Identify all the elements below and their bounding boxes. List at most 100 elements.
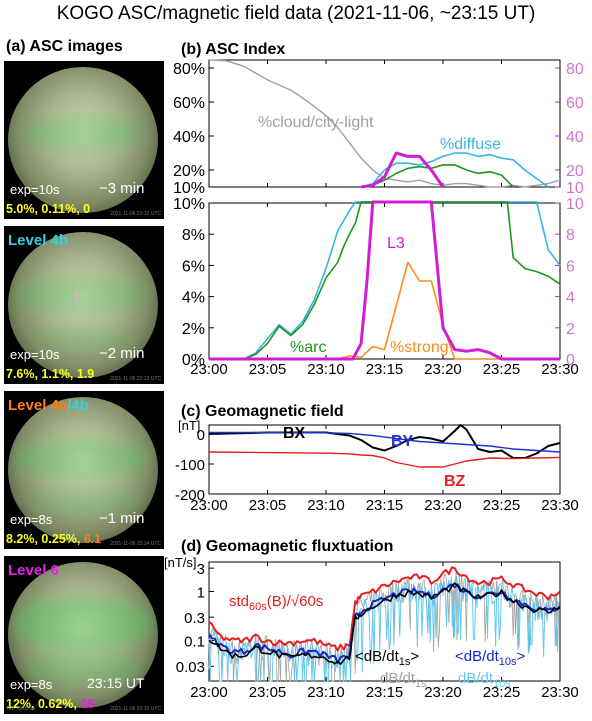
- aurora-glow: [29, 486, 139, 514]
- level-label: L3: [387, 235, 405, 252]
- x-tick-label: 23:25: [483, 361, 521, 378]
- series-diffuse-line: [360, 152, 549, 188]
- bx-label: BX: [283, 425, 306, 442]
- x-tick-label: 23:20: [424, 684, 462, 701]
- asc-values: 8.2%, 0.25%, 6.1: [6, 532, 101, 546]
- y-tick-label-left: 60%: [173, 95, 205, 112]
- aurora-glow: [24, 651, 144, 686]
- asc-exposure: exp=8s: [10, 512, 53, 527]
- y-tick-label-left: 80%: [173, 61, 205, 78]
- asc-value-part: 6.1: [83, 532, 102, 546]
- y-tick-label-right: 60: [566, 95, 584, 112]
- asc-values: 7.6%, 1.1%, 1.9: [6, 367, 94, 381]
- y-tick-label-left: 20%: [173, 163, 205, 180]
- asc-level-label: Level 4a/4b: [8, 397, 89, 414]
- series-dbdt10s-raw-line: [208, 572, 560, 682]
- x-tick-label: 23:20: [424, 361, 462, 378]
- asc-values: 12%, 0.62%, 16: [6, 697, 94, 711]
- y-tick-label-left: 4%: [182, 290, 205, 307]
- asc-level-part: Level 6: [8, 562, 59, 579]
- series-diffuse-line: [209, 201, 561, 360]
- series-bz-line: [208, 451, 561, 468]
- field-unit-label: [nT]: [178, 418, 200, 433]
- y-tick-label: -100: [175, 457, 205, 474]
- asc-level-label: Level 4b: [8, 232, 68, 249]
- series-level-line: [209, 200, 560, 361]
- fluct-unit-label: [nT/s]: [164, 555, 197, 570]
- asc-image: Level 4a/4b exp=8s −1 min 8.2%, 0.25%, 6.1 2…: [4, 391, 164, 549]
- x-tick-label: 23:00: [190, 684, 228, 701]
- y-tick-label-right: 10: [566, 180, 584, 197]
- geomagnetic-fluctuation-title: (d) Geomagnetic fluxtuation: [181, 538, 393, 555]
- asc-timestamp: 2021-11-06 23:15 UTC: [110, 706, 161, 712]
- x-tick-label: 23:00: [190, 497, 228, 514]
- asc-panel-title: (a) ASC images: [6, 38, 123, 55]
- y-tick-label-right: 80: [566, 61, 584, 78]
- y-tick-label-right: 6: [566, 258, 575, 275]
- asc-exposure: exp=10s: [10, 347, 60, 362]
- x-tick-label: 23:30: [541, 684, 579, 701]
- dbdt10s-avg-legend: <dB/dt10s>: [455, 648, 526, 668]
- x-tick-label: 23:05: [249, 684, 287, 701]
- asc-sky-disk: [8, 232, 158, 378]
- asc-index-title: (b) ASC Index: [181, 41, 285, 58]
- y-tick-label: -200: [175, 487, 205, 504]
- series-level-line: [360, 151, 445, 189]
- x-tick-label: 23:05: [249, 361, 287, 378]
- dbdt1s-legend: dB/dt1s: [380, 670, 427, 690]
- asc-image: Level 4b ↑ exp=10s −2 min 7.6%, 1.1%, 1.9 202…: [4, 226, 164, 384]
- x-tick-label: 23:10: [307, 497, 345, 514]
- y-tick-label: 1: [197, 585, 205, 602]
- std-legend: std60s(B)/√60s: [229, 593, 323, 613]
- y-tick-label: 0.3: [184, 610, 205, 627]
- asc-timestamp: 2021-11-06 23:14 UTC: [110, 541, 161, 547]
- asc-sky-disk: [8, 562, 158, 708]
- asc-index-bottom-plot: 0% 2% 4% 6% 8% 10% 0 2 4 6 8 10 23:00 23:05 23:10 23:15…: [173, 196, 584, 378]
- x-tick-label: 23:10: [307, 361, 345, 378]
- asc-sky-disk: [8, 397, 158, 543]
- y-tick-label-right: 10: [566, 196, 584, 213]
- y-tick-label-right: 4: [566, 290, 575, 307]
- series-arc-line: [209, 201, 561, 360]
- asc-value-part: 7.6%, 1.1%,: [6, 367, 77, 381]
- y-tick-label-right: 40: [566, 129, 584, 146]
- arc-label: %arc: [290, 339, 326, 356]
- y-tick-label-right: 0: [566, 352, 575, 369]
- cloud-label: %cloud/city-light: [258, 114, 374, 131]
- by-label: BY: [391, 433, 414, 450]
- y-tick-label-left: 0%: [182, 352, 205, 369]
- asc-timestamp: 2021-11-06 23:13 UTC: [110, 376, 161, 382]
- page-title: KOGO ASC/magnetic field data (2021-11-06…: [56, 3, 536, 24]
- y-tick-label-left: 2%: [182, 321, 205, 338]
- asc-image: exp=10s −3 min 5.0%, 0.11%, 0 2021-11-06 23…: [4, 61, 164, 219]
- series-by-line: [209, 431, 561, 453]
- asc-time: −3 min: [99, 180, 145, 197]
- asc-level-part: Level 4a: [8, 397, 68, 414]
- y-tick-label-left: 10%: [173, 196, 205, 213]
- dbdt1s-avg-legend: <dB/dt1s>: [355, 648, 419, 668]
- aurora-glow: [22, 116, 142, 151]
- x-tick-label: 23:25: [483, 684, 521, 701]
- y-tick-label-left: 8%: [182, 227, 205, 244]
- y-tick-label: 0: [197, 427, 205, 444]
- series-strong-line: [209, 261, 560, 360]
- y-tick-label-right: 8: [566, 227, 575, 244]
- asc-credit: IRF KIRUNA: [7, 706, 36, 712]
- asc-value-part: 12%, 0.62%,: [6, 697, 81, 711]
- x-tick-label: 23:00: [190, 361, 228, 378]
- series-dbdt1s_avg-line: [208, 582, 561, 665]
- geomagnetic-field-plot: -200 -100 0 23:00 23:05 23:10 23:15 23:20 23:25 2…: [175, 424, 579, 514]
- y-tick-label-right: 20: [566, 163, 584, 180]
- aurora-glow: [14, 439, 149, 479]
- bz-label: BZ: [444, 473, 466, 490]
- asc-values: 5.0%, 0.11%, 0: [6, 202, 90, 216]
- asc-time: 23:15 UT: [87, 675, 145, 691]
- x-tick-label: 23:15: [366, 497, 404, 514]
- asc-level-label: Level 6: [8, 562, 59, 579]
- y-tick-label-left: 10%: [173, 180, 205, 197]
- x-tick-label: 23:25: [483, 497, 521, 514]
- series-arc-line: [360, 164, 514, 188]
- series-std-line: [208, 566, 561, 652]
